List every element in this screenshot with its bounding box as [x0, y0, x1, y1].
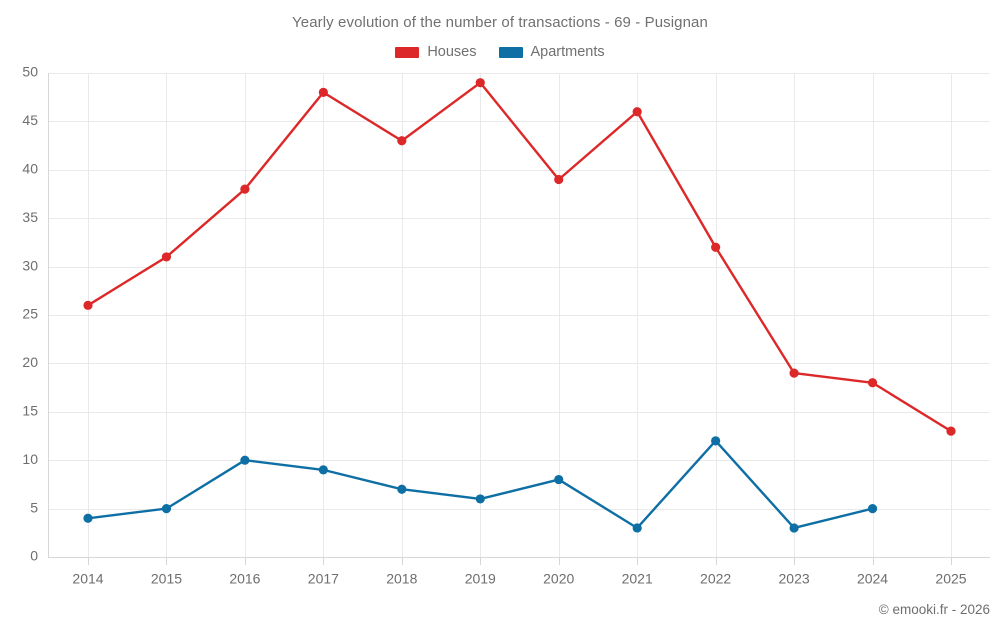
legend-item-apartments[interactable]: Apartments	[498, 44, 605, 60]
y-tick-label: 50	[22, 64, 38, 80]
data-point-houses-2024[interactable]	[867, 378, 878, 388]
y-tick-label: 20	[22, 354, 38, 370]
x-tick-label: 2015	[151, 570, 182, 586]
x-tick-label: 2021	[622, 570, 653, 586]
data-point-apartments-2024[interactable]	[867, 504, 878, 514]
x-tick-label: 2017	[308, 570, 339, 586]
data-point-apartments-2014[interactable]	[83, 513, 93, 523]
axis-lines	[48, 73, 990, 565]
data-point-houses-2025[interactable]	[946, 426, 956, 436]
legend-swatch-apartments-icon	[498, 46, 523, 58]
data-point-houses-2020[interactable]	[554, 174, 564, 185]
x-tick-label: 2014	[72, 570, 103, 586]
chart-legend: Houses Apartments	[0, 44, 1000, 60]
data-point-houses-2017[interactable]	[318, 87, 328, 97]
data-series	[83, 78, 956, 533]
series-line-houses	[86, 81, 953, 433]
data-point-houses-2021[interactable]	[632, 107, 642, 117]
x-tick-label: 2022	[700, 570, 731, 586]
legend-label-apartments: Apartments	[530, 44, 605, 60]
data-point-houses-2022[interactable]	[711, 242, 721, 252]
y-tick-label: 30	[22, 257, 38, 273]
y-tick-label: 10	[22, 451, 38, 467]
data-point-houses-2018[interactable]	[397, 136, 407, 146]
gridlines	[48, 73, 990, 558]
data-point-apartments-2015[interactable]	[161, 504, 172, 514]
data-point-houses-2016[interactable]	[240, 184, 250, 194]
x-tick-label: 2025	[935, 570, 966, 586]
x-axis-tick-labels: 2014 2015 2016 2017 2018 2019 2020 2021 2022 2023…	[72, 570, 966, 586]
x-tick-label: 2018	[386, 570, 417, 586]
x-tick-label: 2020	[543, 570, 574, 586]
data-point-apartments-2020[interactable]	[554, 474, 564, 485]
legend-swatch-houses-icon	[395, 46, 420, 58]
x-tick-label: 2019	[465, 570, 496, 586]
chart-title: Yearly evolution of the number of transa…	[292, 14, 708, 31]
y-tick-label: 35	[22, 209, 38, 225]
y-tick-label: 40	[22, 161, 38, 177]
data-point-houses-2023[interactable]	[789, 368, 799, 378]
data-point-houses-2015[interactable]	[161, 252, 172, 262]
data-point-apartments-2019[interactable]	[475, 494, 485, 504]
data-point-houses-2014[interactable]	[83, 300, 93, 310]
data-point-apartments-2022[interactable]	[711, 436, 721, 446]
x-tick-label: 2023	[779, 570, 810, 586]
y-tick-label: 15	[22, 403, 38, 419]
legend-item-houses[interactable]: Houses	[395, 44, 477, 60]
x-tick-label: 2024	[857, 570, 888, 586]
data-point-apartments-2017[interactable]	[318, 465, 328, 475]
y-tick-label: 45	[22, 112, 38, 128]
y-tick-label: 25	[22, 306, 38, 322]
y-axis-tick-labels: 0 5 10 15 20 25 30 35 40 45 50	[22, 64, 38, 564]
data-point-apartments-2023[interactable]	[789, 523, 799, 533]
data-point-apartments-2018[interactable]	[397, 484, 407, 494]
copyright-credit: © emooki.fr - 2026	[878, 602, 990, 617]
legend-label-houses: Houses	[427, 44, 477, 60]
x-tick-label: 2016	[229, 570, 260, 586]
data-point-houses-2019[interactable]	[475, 78, 485, 88]
data-point-apartments-2016[interactable]	[240, 455, 250, 465]
y-tick-label: 5	[30, 499, 38, 515]
y-tick-label: 0	[30, 548, 38, 564]
data-point-apartments-2021[interactable]	[632, 523, 642, 533]
